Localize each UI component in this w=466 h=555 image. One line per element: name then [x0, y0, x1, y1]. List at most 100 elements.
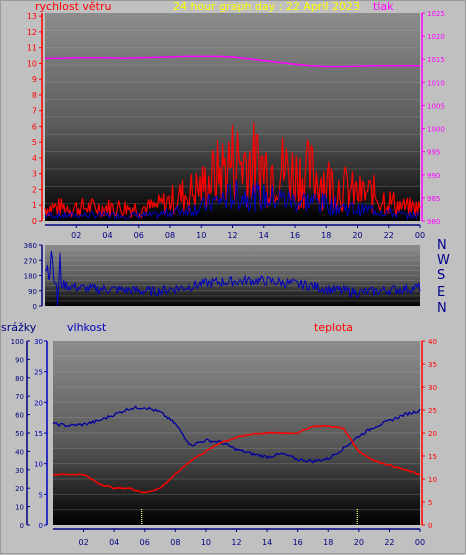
top-x-tick-label: 02	[71, 231, 81, 240]
wind-axis-tick-label: 12	[27, 28, 37, 37]
wind-axis-tick-label: 3	[32, 170, 37, 179]
wind-axis-tick-label: 1	[32, 201, 37, 210]
temperature-axis-tick-label: 35	[428, 361, 437, 369]
wind-axis-tick-label: 0	[32, 217, 37, 226]
direction-series	[44, 250, 421, 306]
wind-mean-series	[44, 180, 421, 221]
temperature-axis-tick-label: 40	[428, 338, 437, 346]
temperature-axis-tick-label: 10	[428, 476, 437, 484]
temperature-axis-tick-label: 0	[428, 522, 432, 530]
pressure-series	[45, 55, 420, 68]
top-x-tick-label: 04	[102, 231, 112, 240]
temperature-axis-tick-label: 5	[428, 499, 432, 507]
humidity-axis-tick-label: 10	[34, 461, 43, 469]
wind-pressure-plot	[45, 13, 420, 221]
bottom-x-tick-label: 20	[354, 538, 364, 547]
rain-axis-tick-label: 80	[15, 375, 24, 383]
humidity-temperature-plot	[53, 341, 420, 525]
wind-axis-tick-label: 7	[32, 107, 37, 116]
rain-axis-tick-label: 90	[15, 356, 24, 364]
direction-axis-tick-label: 360	[24, 242, 37, 250]
temperature-axis-tick-label: 20	[428, 430, 437, 438]
humidity-label: vlhkost	[67, 321, 107, 334]
direction-axis-tick-label: 90	[28, 288, 37, 296]
direction-axis-tick-label: 180	[24, 273, 37, 281]
pressure-axis-tick-label: 1010	[427, 79, 445, 87]
temperature-label: teplota	[314, 321, 353, 334]
bottom-x-tick-label: 08	[170, 538, 180, 547]
top-x-tick-label: 08	[165, 231, 175, 240]
wind-axis-tick-label: 4	[32, 154, 37, 163]
bottom-x-tick-label: 14	[262, 538, 272, 547]
pressure-axis-tick-label: 1020	[427, 33, 445, 41]
top-x-tick-label: 20	[352, 231, 362, 240]
bottom-x-tick-label: 22	[384, 538, 394, 547]
rain-axis-tick-label: 50	[15, 430, 24, 438]
rain-axis-tick-label: 60	[15, 412, 24, 420]
pressure-label: tlak	[373, 0, 394, 13]
wind-axis-tick-label: 5	[32, 138, 37, 147]
top-x-tick-label: 16	[290, 231, 300, 240]
wind-speed-label: rychlost větru	[35, 0, 112, 13]
rain-axis-tick-label: 20	[15, 485, 24, 493]
wind-axis-tick-label: 9	[32, 75, 37, 84]
humidity-series	[52, 405, 421, 464]
rain-axis-tick-label: 30	[15, 467, 24, 475]
bottom-x-tick-label: 10	[201, 538, 211, 547]
compass-label-e: E	[437, 285, 446, 300]
top-x-tick-label: 22	[384, 231, 394, 240]
pressure-axis-tick-label: 1000	[427, 126, 445, 134]
top-x-tick-label: 12	[227, 231, 237, 240]
bottom-x-tick-label: 06	[140, 538, 150, 547]
temperature-axis-tick-label: 15	[428, 453, 437, 461]
pressure-axis-tick-label: 1005	[427, 102, 445, 110]
top-x-tick-label: 10	[196, 231, 206, 240]
wind-axis-tick-label: 8	[32, 91, 37, 100]
compass-label-n-bottom: N	[437, 301, 447, 316]
temperature-axis-tick-label: 30	[428, 384, 437, 392]
wind-axis-tick-label: 2	[32, 185, 37, 194]
humidity-axis-tick-label: 30	[34, 338, 43, 346]
bottom-x-tick-label: 00	[415, 538, 425, 547]
top-x-tick-label: 00	[415, 231, 425, 240]
top-chart-title: 24 hour graph day : 22 April 2023	[173, 0, 360, 13]
rain-axis-tick-label: 0	[20, 522, 24, 530]
wind-axis-tick-label: 10	[27, 59, 37, 68]
rain-label: srážky	[1, 321, 37, 334]
pressure-axis-tick-label: 990	[427, 172, 440, 180]
bottom-x-tick-label: 16	[293, 538, 303, 547]
compass-label-n-top: N	[437, 238, 447, 253]
pressure-axis-tick-label: 985	[427, 195, 440, 203]
top-x-tick-label: 06	[134, 231, 144, 240]
wind-axis-tick-label: 11	[27, 44, 37, 53]
direction-axis-tick-label: 270	[24, 257, 37, 265]
rain-axis-tick-label: 40	[15, 448, 24, 456]
compass-label-w: W	[437, 253, 450, 268]
pressure-axis-tick-label: 995	[427, 149, 440, 157]
humidity-axis-tick-label: 20	[34, 399, 43, 407]
wind-axis-tick-label: 6	[32, 122, 37, 131]
bottom-x-tick-label: 12	[231, 538, 241, 547]
bottom-x-tick-label: 02	[78, 538, 88, 547]
rain-axis-tick-label: 70	[15, 393, 24, 401]
pressure-axis-tick-label: 980	[427, 218, 440, 226]
humidity-axis-tick-label: 25	[34, 369, 43, 377]
direction-plot	[45, 245, 420, 306]
top-x-tick-label: 14	[259, 231, 269, 240]
bottom-x-tick-label: 18	[323, 538, 333, 547]
pressure-axis-tick-label: 1015	[427, 56, 445, 64]
bottom-x-tick-label: 04	[109, 538, 119, 547]
top-x-tick-label: 18	[321, 231, 331, 240]
wind-gust-series	[44, 122, 421, 220]
direction-axis-tick-label: 0	[33, 303, 37, 311]
humidity-axis-tick-label: 15	[34, 430, 43, 438]
temperature-series	[52, 424, 421, 494]
compass-label-s: S	[437, 268, 446, 283]
temperature-axis-tick-label: 25	[428, 407, 437, 415]
humidity-axis-tick-label: 0	[39, 522, 43, 530]
wind-axis-tick-label: 13	[27, 12, 37, 21]
humidity-axis-tick-label: 5	[39, 491, 43, 499]
rain-axis-tick-label: 100	[11, 338, 24, 346]
